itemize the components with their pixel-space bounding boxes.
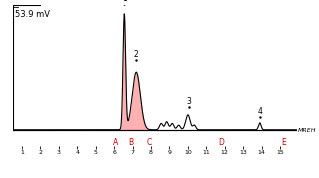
- Text: B: B: [128, 138, 133, 148]
- Text: 3: 3: [186, 96, 191, 106]
- Text: MREH: MREH: [298, 128, 316, 133]
- Text: E: E: [281, 138, 286, 148]
- Text: 4: 4: [257, 107, 262, 116]
- Text: 53.9 mV: 53.9 mV: [15, 10, 49, 19]
- Text: C: C: [146, 138, 152, 148]
- Text: 1: 1: [122, 0, 127, 3]
- Text: 2: 2: [134, 50, 139, 59]
- Text: A: A: [113, 138, 118, 148]
- Text: D: D: [218, 138, 224, 148]
